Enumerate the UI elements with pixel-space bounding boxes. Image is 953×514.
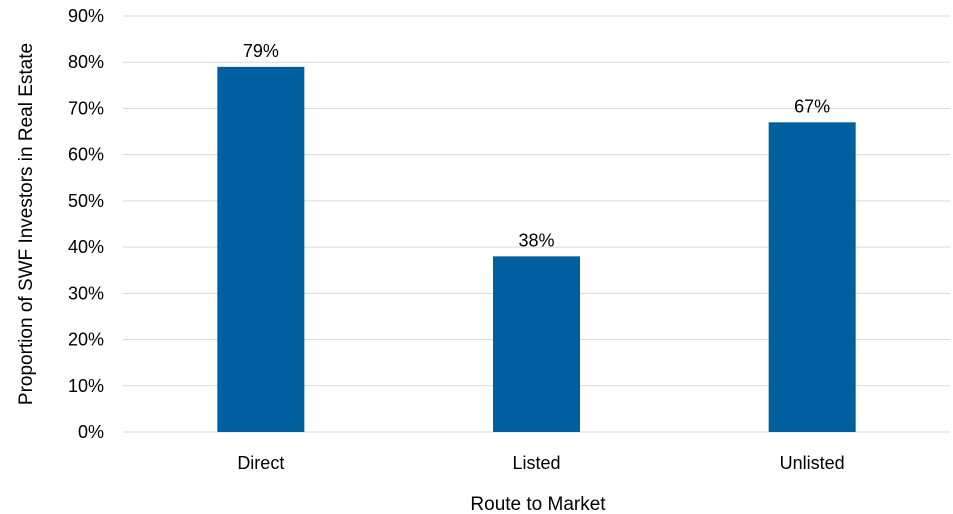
bars (217, 66, 856, 433)
data-label: 67% (794, 96, 830, 116)
bar-direct (217, 66, 305, 432)
y-tick-label: 50% (68, 191, 104, 211)
data-label: 38% (518, 230, 554, 250)
y-tick-label: 0% (78, 422, 104, 442)
bar-unlisted (768, 122, 856, 433)
x-axis-title: Route to Market (470, 494, 606, 514)
y-tick-label: 70% (68, 98, 104, 118)
data-label: 79% (243, 41, 279, 61)
x-tick-label: Direct (237, 453, 284, 473)
y-tick-label: 10% (68, 376, 104, 396)
x-tick-label: Unlisted (780, 453, 845, 473)
y-tick-label: 30% (68, 283, 104, 303)
x-tick-label: Listed (512, 453, 560, 473)
bar-listed (493, 256, 580, 432)
y-tick-label: 40% (68, 237, 104, 257)
data-labels: 79% 38% 67% (243, 41, 830, 251)
y-axis-title: Proportion of SWF Investors in Real Esta… (16, 43, 37, 405)
y-tick-labels: 0% 10% 20% 30% 40% 50% 60% 70% 80% 90% (68, 6, 104, 442)
y-tick-label: 60% (68, 145, 104, 165)
y-tick-label: 20% (68, 330, 104, 350)
y-tick-label: 80% (68, 52, 104, 72)
y-tick-label: 90% (68, 6, 104, 26)
x-tick-labels: Direct Listed Unlisted (237, 453, 844, 473)
